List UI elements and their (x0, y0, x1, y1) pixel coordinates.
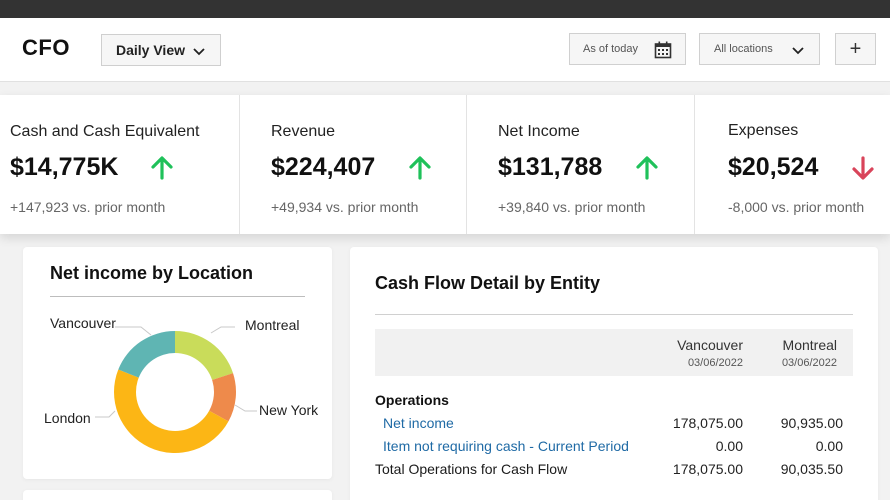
row-link-non-cash-items[interactable]: Item not requiring cash - Current Period (383, 438, 629, 454)
kpi-strip: Cash and Cash Equivalent $14,775K +147,9… (0, 95, 890, 234)
column-date: 03/06/2022 (687, 357, 743, 369)
kpi-delta: +147,923 vs. prior month (10, 199, 166, 215)
chart-label-vancouver: Vancouver (50, 315, 116, 331)
chart-label-montreal: Montreal (245, 317, 300, 333)
donut-slice-montreal[interactable] (175, 331, 234, 380)
arrow-up-icon (409, 156, 431, 180)
row-value-vancouver: 178,075.00 (672, 415, 743, 431)
card-title: Cash Flow Detail by Entity (375, 273, 601, 293)
add-button[interactable]: + (835, 33, 876, 65)
date-filter[interactable]: As of today (569, 33, 686, 65)
kpi-value: $131,788 (498, 153, 603, 181)
table-row: Item not requiring cash - Current Period… (375, 438, 853, 458)
leader-line-montreal (210, 326, 235, 334)
secondary-card (23, 490, 332, 500)
kpi-label: Expenses (728, 122, 799, 139)
chevron-down-icon (193, 48, 205, 56)
kpi-value: $14,775K (10, 153, 119, 181)
row-link-net-income[interactable]: Net income (383, 415, 454, 431)
donut-slice-london[interactable] (113, 369, 229, 453)
view-select[interactable]: Daily View (101, 34, 221, 66)
app-title: CFO (22, 35, 70, 60)
column-date: 03/06/2022 (781, 357, 837, 369)
kpi-label: Net Income (498, 123, 580, 140)
cash-flow-card: Cash Flow Detail by Entity Vancouver 03/… (350, 247, 878, 500)
row-value-montreal: 90,935.00 (780, 415, 843, 431)
kpi-delta: +39,840 vs. prior month (498, 199, 646, 215)
leader-line-london (95, 410, 116, 418)
kpi-label: Cash and Cash Equivalent (10, 123, 200, 140)
calendar-icon (654, 41, 672, 59)
table-row: Net income 178,075.00 90,935.00 (375, 415, 853, 435)
table-row: Total Operations for Cash Flow 178,075.0… (375, 461, 853, 481)
row-value-vancouver: 178,075.00 (672, 461, 743, 477)
arrow-down-icon (852, 156, 874, 180)
location-filter-value: All locations (714, 43, 773, 55)
card-title: Net income by Location (50, 263, 254, 283)
header: CFO Daily View As of today All locations… (0, 18, 890, 82)
column-name: Vancouver (677, 337, 743, 353)
kpi-value: $20,524 (728, 153, 819, 181)
kpi-delta: -8,000 vs. prior month (728, 199, 865, 215)
kpi-expenses[interactable]: Expenses $20,524 -8,000 vs. prior month (694, 95, 890, 234)
row-value-montreal: 90,035.50 (780, 461, 843, 477)
chart-label-new-york: New York (259, 402, 319, 418)
column-header-montreal: Montreal 03/06/2022 (782, 337, 837, 369)
leader-line-vancouver (115, 326, 152, 336)
kpi-delta: +49,934 vs. prior month (271, 199, 419, 215)
view-select-value: Daily View (116, 42, 186, 58)
row-value-montreal: 0.00 (815, 438, 843, 454)
divider (50, 296, 305, 297)
leader-line-new-york (234, 404, 257, 412)
date-filter-label: As of today (583, 43, 639, 55)
chart-label-london: London (44, 410, 91, 426)
kpi-label: Revenue (271, 123, 336, 140)
section-title: Operations (375, 392, 449, 408)
top-bar (0, 0, 890, 18)
arrow-up-icon (636, 156, 658, 180)
column-header-vancouver: Vancouver 03/06/2022 (677, 337, 743, 369)
row-value-vancouver: 0.00 (715, 438, 743, 454)
table-header: Vancouver 03/06/2022 Montreal 03/06/2022 (375, 329, 853, 376)
row-label-total: Total Operations for Cash Flow (375, 461, 568, 477)
donut-slice-new-york[interactable] (209, 373, 236, 422)
kpi-cash[interactable]: Cash and Cash Equivalent $14,775K +147,9… (0, 95, 239, 234)
kpi-value: $224,407 (271, 153, 376, 181)
net-income-donut-chart (95, 326, 257, 453)
kpi-revenue[interactable]: Revenue $224,407 +49,934 vs. prior month (239, 95, 466, 234)
net-income-card: Net income by Location Vancouver Montrea… (23, 247, 332, 479)
kpi-net-income[interactable]: Net Income $131,788 +39,840 vs. prior mo… (466, 95, 694, 234)
divider (375, 314, 853, 315)
arrow-up-icon (151, 156, 173, 180)
location-filter[interactable]: All locations (699, 33, 820, 65)
donut-slice-vancouver[interactable] (118, 331, 175, 378)
column-name: Montreal (782, 337, 837, 353)
chevron-down-icon (792, 47, 804, 55)
